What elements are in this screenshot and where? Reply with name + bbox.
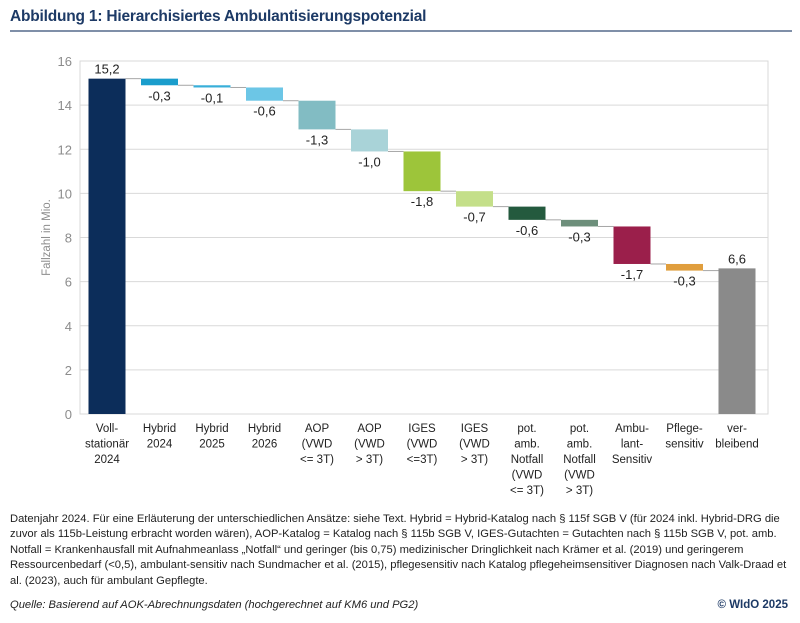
data-label: 6,6 <box>728 251 746 266</box>
x-tick-label: Notfall <box>511 454 544 466</box>
figure-title: Abbildung 1: Hierarchisiertes Ambulantis… <box>10 8 427 25</box>
data-label: -0,3 <box>148 88 170 103</box>
x-tick-label: <= 3T) <box>510 485 544 497</box>
data-label: -1,3 <box>306 132 328 147</box>
x-tick-label: > 3T) <box>356 454 383 466</box>
data-label: -0,1 <box>201 90 223 105</box>
x-tick-label: 2025 <box>199 439 225 451</box>
data-label: 15,2 <box>94 62 119 77</box>
y-tick-label: 10 <box>58 186 72 201</box>
x-tick-label: 2026 <box>252 439 278 451</box>
x-tick-label: > 3T) <box>461 454 488 466</box>
y-tick-label: 16 <box>58 54 72 69</box>
x-tick-label: AOP <box>357 423 382 435</box>
data-label: -0,6 <box>253 104 275 119</box>
x-tick-label: (VWD <box>302 439 333 451</box>
x-tick-label: pot. <box>517 423 536 435</box>
x-tick-label: stationär <box>85 439 129 451</box>
x-tick-label: (VWD <box>354 439 385 451</box>
bar <box>561 219 598 227</box>
x-tick-label: Hybrid <box>143 423 176 435</box>
y-tick-label: 0 <box>65 407 72 422</box>
source-note: Quelle: Basierend auf AOK-Abrechnungsdat… <box>10 599 419 611</box>
bar <box>666 263 703 271</box>
x-tick-label: Voll- <box>96 423 119 435</box>
data-label: -1,0 <box>358 154 380 169</box>
y-tick-label: 6 <box>65 275 72 290</box>
data-label: -0,7 <box>463 210 485 225</box>
x-tick-label: (VWD <box>407 439 438 451</box>
bar <box>508 206 546 220</box>
bar <box>456 191 493 207</box>
x-tick-label: <=3T) <box>407 454 438 466</box>
x-tick-label: amb. <box>567 439 593 451</box>
x-tick-label: 2024 <box>94 454 120 466</box>
x-tick-label: ver- <box>727 423 747 435</box>
y-tick-label: 2 <box>65 363 72 378</box>
bar <box>246 87 283 101</box>
data-label: -1,7 <box>621 267 643 282</box>
x-tick-label: (VWD <box>459 439 490 451</box>
data-label: -0,6 <box>516 223 538 238</box>
copyright: © WIdO 2025 <box>717 599 788 611</box>
y-tick-label: 14 <box>58 98 72 113</box>
data-label: -0,3 <box>568 229 590 244</box>
y-tick-label: 12 <box>58 142 72 157</box>
x-tick-label: amb. <box>514 439 540 451</box>
x-tick-label: (VWD <box>512 470 543 482</box>
x-tick-label: > 3T) <box>566 485 593 497</box>
x-tick-label: IGES <box>461 423 489 435</box>
y-tick-label: 4 <box>65 319 72 334</box>
x-tick-label: 2024 <box>147 439 173 451</box>
footnote: Datenjahr 2024. Für eine Erläuterung der… <box>10 513 787 587</box>
x-tick-label: AOP <box>305 423 330 435</box>
bar <box>718 268 756 414</box>
x-tick-label: pot. <box>570 423 589 435</box>
bar <box>351 129 388 152</box>
x-tick-label: Hybrid <box>248 423 281 435</box>
data-label: -0,3 <box>673 274 695 289</box>
data-label: -1,8 <box>411 194 433 209</box>
x-tick-label: Sensitiv <box>612 454 653 466</box>
bar <box>403 151 441 192</box>
bar <box>298 100 336 130</box>
x-tick-label: Pflege- <box>666 423 703 435</box>
x-tick-label: (VWD <box>564 470 595 482</box>
bar <box>613 226 651 264</box>
bar <box>141 78 178 86</box>
x-tick-label: sensitiv <box>665 439 704 451</box>
title-divider <box>10 30 792 32</box>
x-tick-label: bleibend <box>715 439 758 451</box>
waterfall-chart: 0 2 4 6 8 10 12 14 16 Fallzahl in Mio. 15,2 Voll-st… <box>41 54 769 497</box>
x-tick-label: Ambu- <box>615 423 649 435</box>
x-tick-label: lant- <box>621 439 644 451</box>
bar <box>193 85 231 88</box>
bar <box>88 78 126 415</box>
y-axis-label: Fallzahl in Mio. <box>41 199 53 276</box>
x-tick-label: Hybrid <box>195 423 228 435</box>
x-tick-label: <= 3T) <box>300 454 334 466</box>
y-tick-label: 8 <box>65 231 72 246</box>
x-tick-label: Notfall <box>563 454 596 466</box>
x-tick-label: IGES <box>408 423 436 435</box>
